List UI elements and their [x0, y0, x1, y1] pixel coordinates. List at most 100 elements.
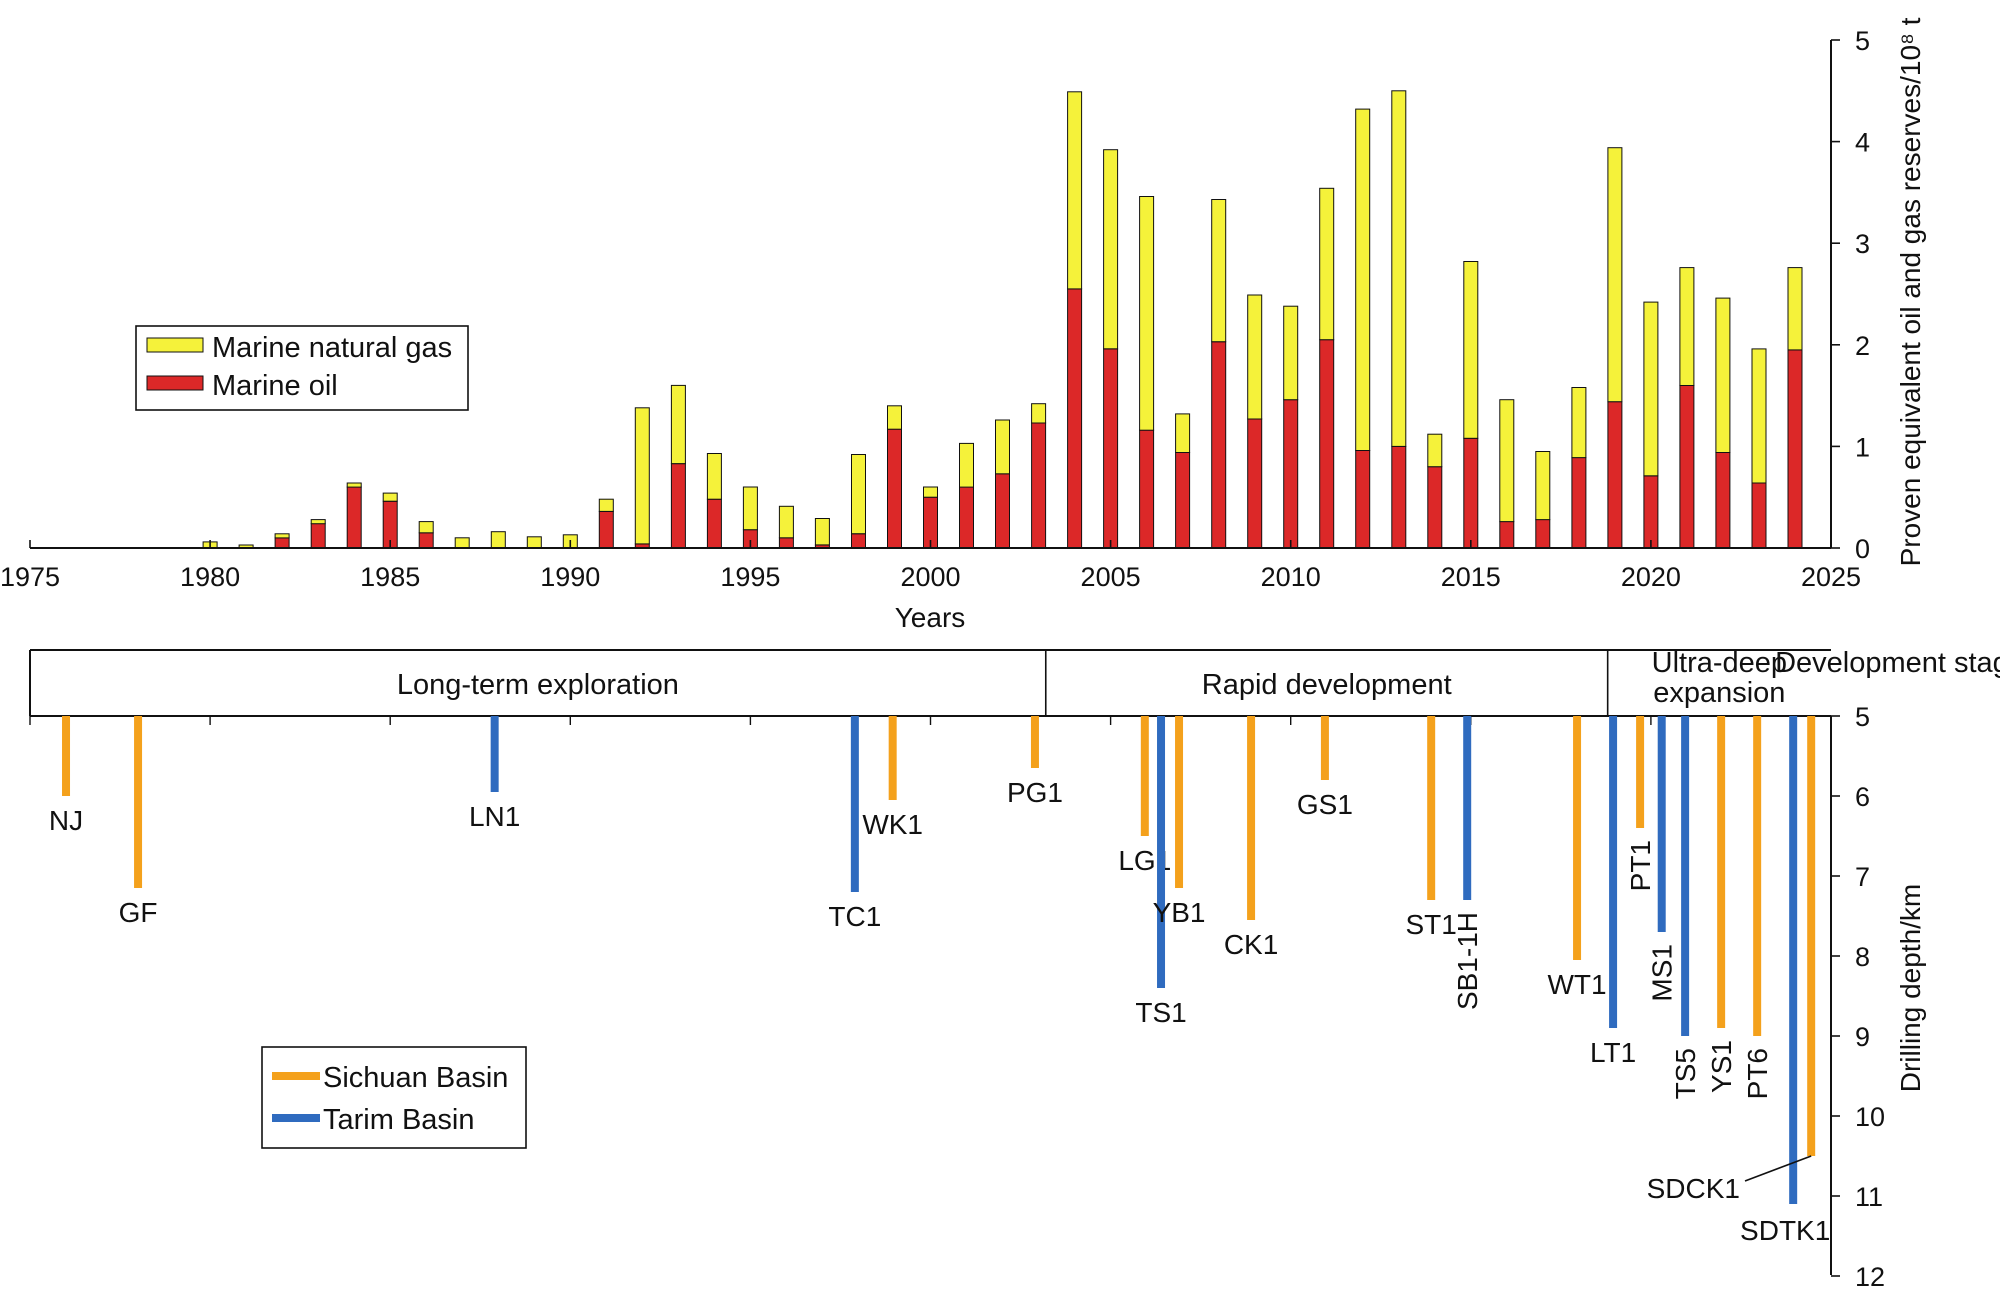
- well-label-ts1: TS1: [1135, 997, 1186, 1028]
- well-label-yb1: YB1: [1153, 897, 1206, 928]
- drilling-y-axis-title: Drilling depth/km: [1895, 884, 1926, 1093]
- x-tick-label-1980: 1980: [180, 562, 240, 592]
- bar-marine-oil-2014: [1427, 466, 1443, 549]
- bar-marine-gas-2019: [1607, 147, 1623, 403]
- bar-marine-gas-1996: [778, 505, 794, 539]
- bar-marine-gas-2006: [1139, 196, 1155, 431]
- bar-marine-gas-1997: [814, 518, 830, 546]
- bar-marine-oil-1984: [346, 486, 362, 549]
- bar-marine-gas-2024: [1787, 267, 1803, 351]
- legend-label-marine-oil: Marine oil: [212, 370, 338, 402]
- well-label-nj: NJ: [49, 805, 83, 836]
- bar-marine-oil-2003: [1031, 422, 1047, 549]
- bar-marine-oil-2002: [995, 473, 1010, 549]
- bar-marine-gas-2010: [1283, 305, 1299, 401]
- bar-marine-gas-1995: [742, 486, 758, 531]
- well-label-ms1: MS1: [1647, 944, 1678, 1002]
- bar-marine-gas-2003: [1031, 403, 1047, 424]
- bar-marine-oil-2004: [1067, 288, 1083, 549]
- bar-marine-gas-1986: [418, 521, 434, 534]
- bar-marine-oil-1998: [851, 533, 866, 549]
- bar-marine-gas-2018: [1571, 387, 1587, 459]
- reserves-y-ticks: 0 1 2 3 4 5: [1831, 26, 1870, 564]
- basin-legend: Sichuan Basin Tarim Basin: [261, 1046, 527, 1149]
- well-label-ts5: TS5: [1670, 1048, 1701, 1099]
- stage-label-long-term-exploration: Long-term exploration: [397, 669, 679, 701]
- bar-marine-gas-2002: [995, 419, 1010, 475]
- well-label-ys1: YS1: [1706, 1040, 1737, 1093]
- bar-marine-oil-2022: [1715, 452, 1731, 549]
- bar-marine-gas-1999: [887, 405, 902, 430]
- well-label-pt1: PT1: [1625, 840, 1656, 891]
- reserves-x-axis-title: Years: [895, 602, 966, 633]
- bar-marine-oil-2009: [1247, 418, 1263, 549]
- bar-marine-gas-1983: [310, 519, 326, 525]
- bar-marine-gas-2022: [1715, 297, 1731, 453]
- bar-marine-gas-2007: [1175, 413, 1191, 453]
- legend-swatch-marine-gas: [146, 337, 204, 353]
- x-tick-label-2010: 2010: [1261, 562, 1321, 592]
- bar-marine-oil-2008: [1211, 341, 1227, 549]
- bar-marine-oil-1986: [418, 532, 434, 549]
- bar-marine-gas-1994: [706, 453, 722, 500]
- bar-marine-oil-1993: [670, 463, 686, 549]
- depth-tick-label-12: 12: [1855, 1262, 1885, 1292]
- bar-marine-oil-1999: [887, 428, 902, 549]
- bar-marine-oil-2011: [1319, 339, 1335, 549]
- bar-marine-gas-2011: [1319, 187, 1335, 341]
- bar-marine-oil-2019: [1607, 401, 1623, 549]
- bar-marine-oil-2006: [1139, 429, 1155, 549]
- bar-marine-oil-1994: [706, 498, 722, 549]
- depth-tick-label-9: 9: [1855, 1022, 1870, 1052]
- legend-label-sichuan: Sichuan Basin: [323, 1062, 508, 1094]
- well-label-ck1: CK1: [1224, 929, 1278, 960]
- bar-marine-oil-1982: [274, 537, 290, 549]
- drilling-chart: Long-term exploration Rapid development Ul…: [29, 647, 2000, 1292]
- stage-label-ultra-deep-expansion: Ultra-deep expansion: [1652, 647, 1787, 709]
- well-label-pt6: PT6: [1742, 1048, 1773, 1099]
- bar-marine-gas-2013: [1391, 90, 1407, 447]
- bar-marine-gas-2014: [1427, 433, 1443, 468]
- depth-tick-label-11: 11: [1855, 1182, 1883, 1212]
- bar-marine-gas-1993: [670, 384, 686, 465]
- wells: NJGFLN1TC1WK1PG1LG1TS1YB1CK1GS1ST1SB1-1H…: [49, 716, 1830, 1246]
- x-tick-label-2000: 2000: [900, 562, 960, 592]
- bar-marine-gas-2012: [1355, 108, 1371, 451]
- bar-marine-oil-2007: [1175, 452, 1191, 549]
- y-tick-label-4: 4: [1855, 128, 1870, 158]
- y-tick-label-1: 1: [1855, 432, 1870, 462]
- well-label-pg1: PG1: [1007, 777, 1063, 808]
- basin-legend-frame: [261, 1046, 527, 1149]
- bar-marine-oil-2018: [1571, 457, 1587, 549]
- x-tick-label-2025: 2025: [1801, 562, 1861, 592]
- bar-marine-gas-1992: [634, 407, 650, 545]
- bar-marine-gas-2005: [1103, 149, 1119, 350]
- bar-marine-oil-2020: [1643, 475, 1659, 549]
- legend-swatch-marine-oil: [146, 375, 204, 391]
- x-tick-label-1995: 1995: [720, 562, 780, 592]
- legend-swatch-sichuan: [272, 1072, 320, 1080]
- reserves-y-axis-title: Proven equivalent oil and gas reserves/1…: [1895, 17, 1926, 566]
- bar-marine-oil-2015: [1463, 437, 1479, 549]
- bar-marine-oil-2005: [1103, 348, 1119, 549]
- bar-marine-gas-1984: [346, 482, 362, 488]
- reserves-legend: Marine natural gas Marine oil: [135, 325, 469, 411]
- bar-marine-oil-1983: [310, 523, 326, 549]
- bar-marine-gas-2000: [923, 486, 938, 498]
- reserves-bars: [202, 90, 1803, 549]
- well-label-wk1: WK1: [862, 809, 923, 840]
- depth-tick-label-7: 7: [1855, 862, 1870, 892]
- x-tick-label-1985: 1985: [360, 562, 420, 592]
- depth-tick-label-8: 8: [1855, 942, 1870, 972]
- bar-marine-oil-2016: [1499, 521, 1515, 549]
- bar-marine-oil-2023: [1751, 482, 1767, 549]
- y-tick-label-5: 5: [1855, 26, 1870, 56]
- well-label-wt1: WT1: [1548, 969, 1607, 1000]
- well-label-sb1-1h: SB1-1H: [1452, 912, 1483, 1010]
- bar-marine-gas-2001: [959, 442, 974, 488]
- bar-marine-gas-2004: [1067, 91, 1083, 290]
- y-tick-label-3: 3: [1855, 229, 1870, 259]
- stage-label-rapid-development: Rapid development: [1202, 669, 1452, 701]
- drilling-x-ticks: [29, 716, 1832, 725]
- x-tick-label-2015: 2015: [1441, 562, 1501, 592]
